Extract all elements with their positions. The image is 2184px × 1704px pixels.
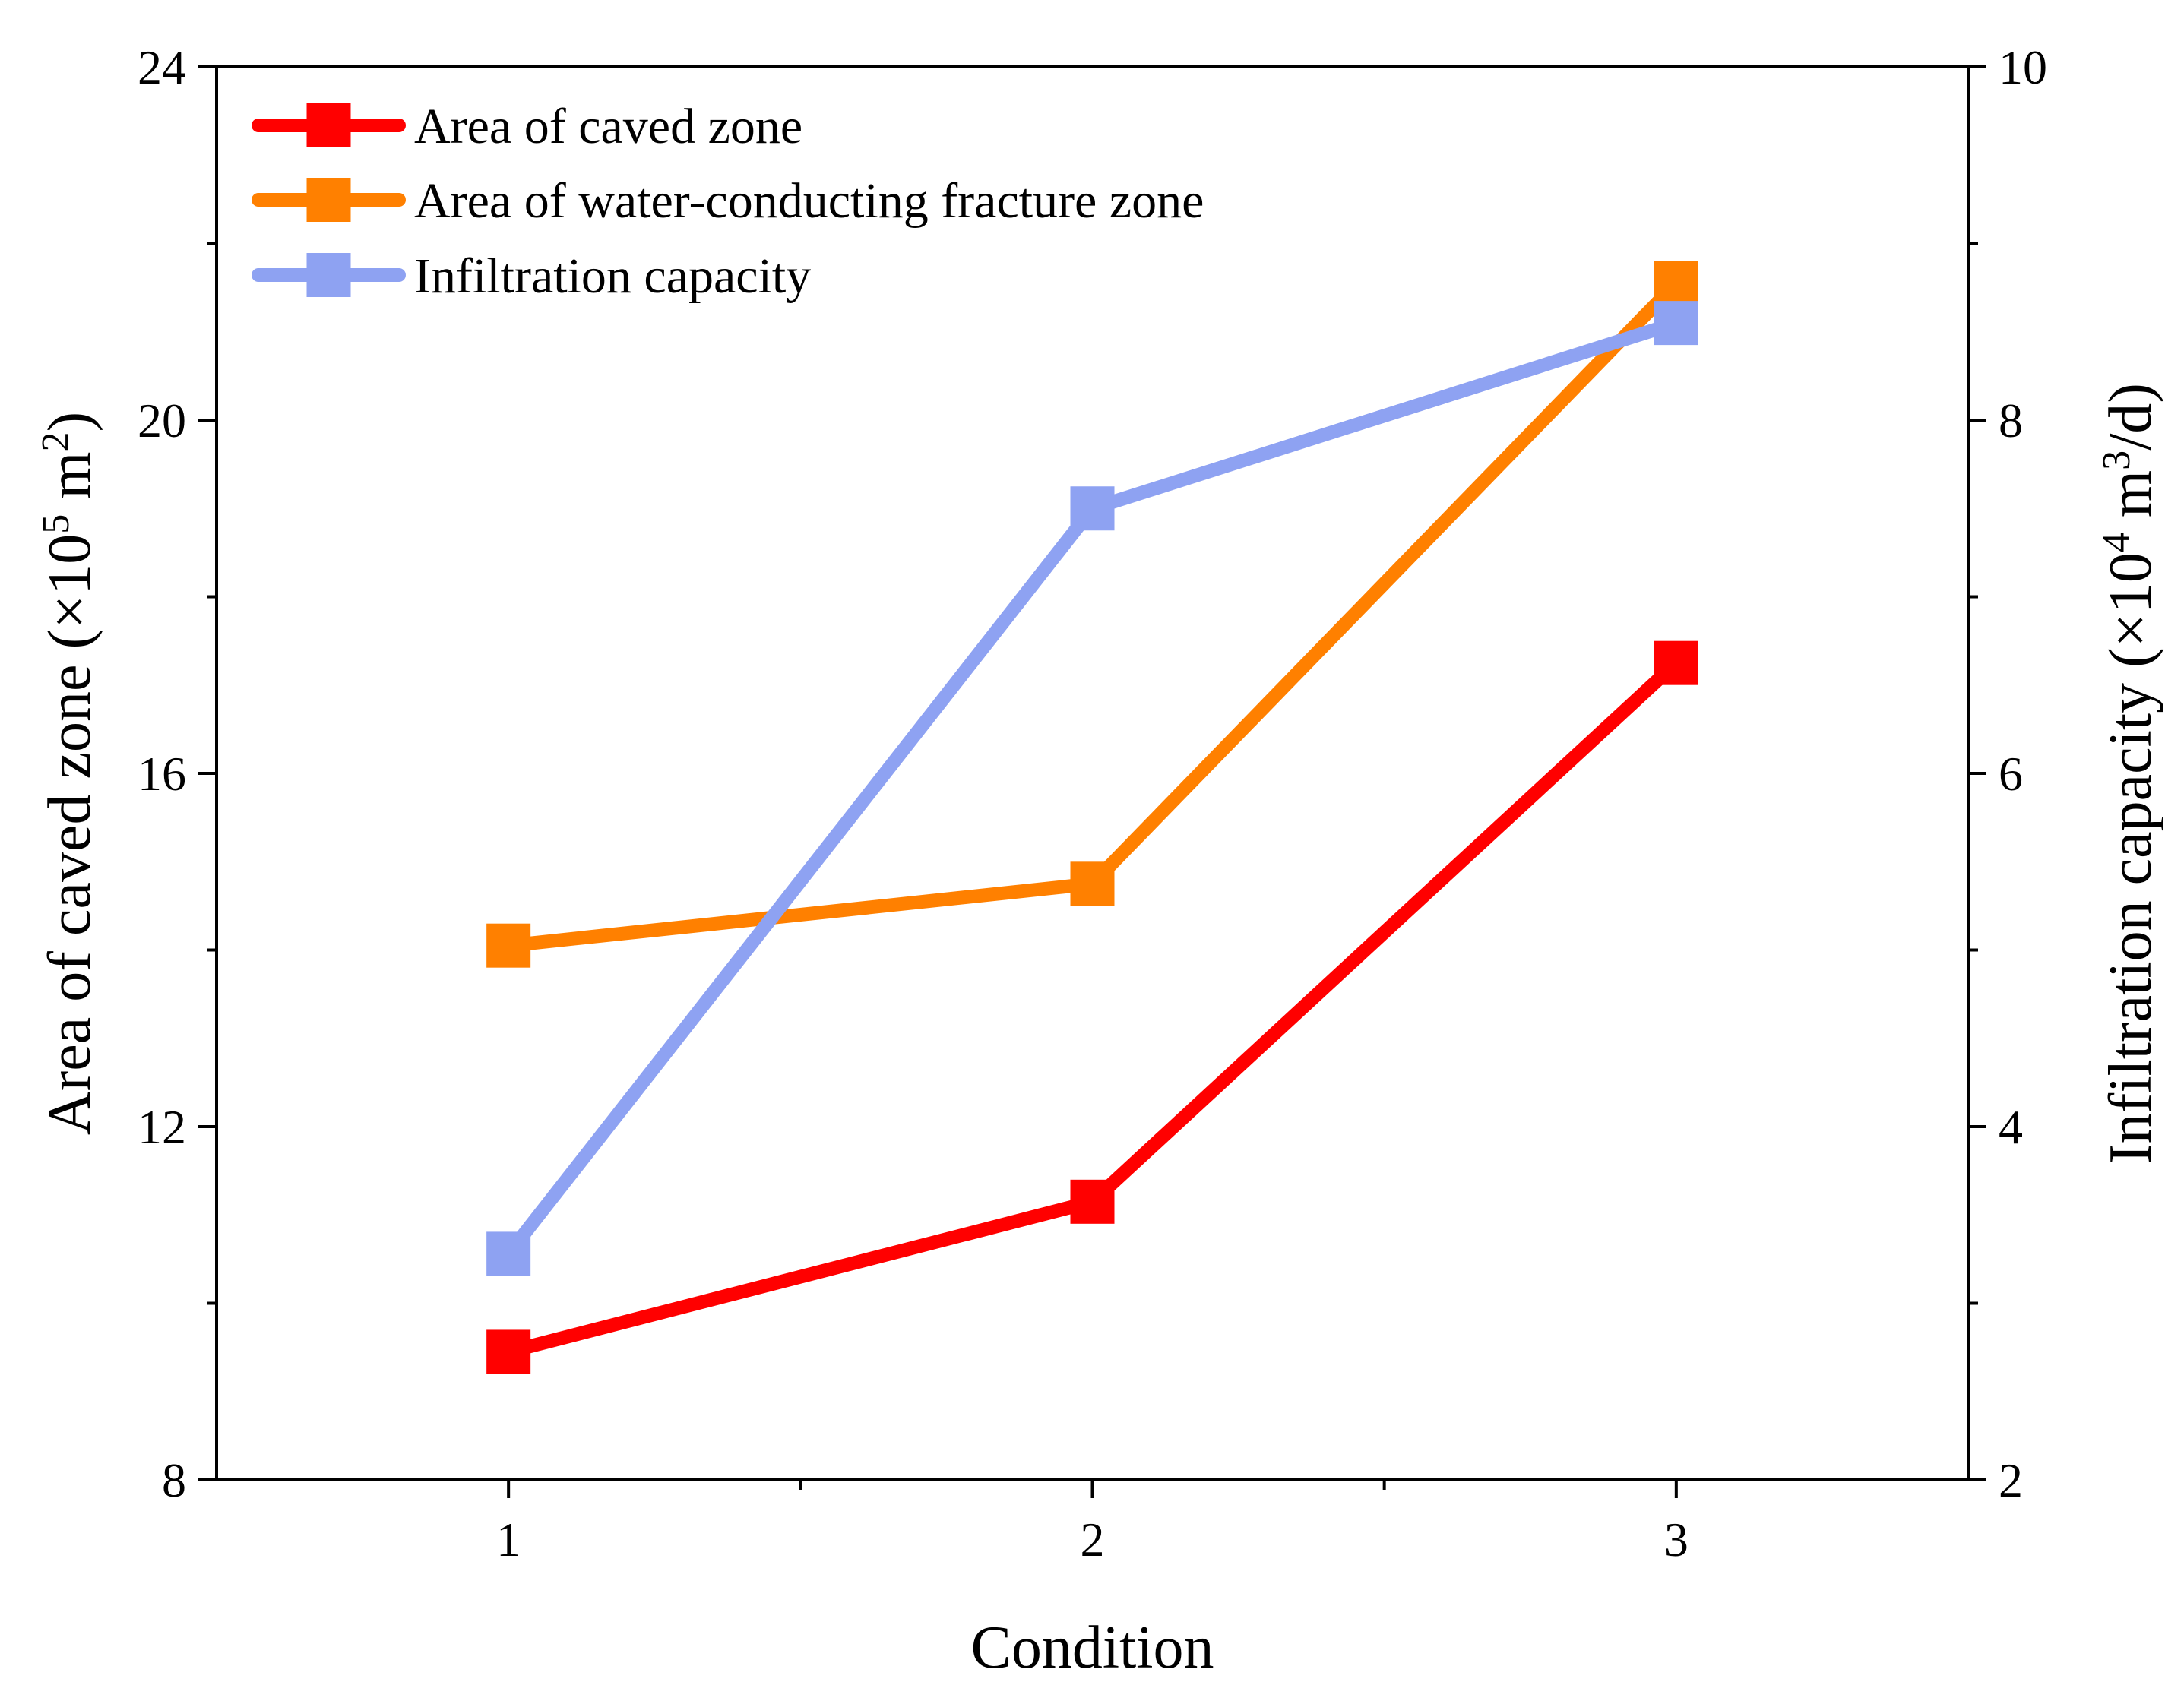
legend-swatch-marker [306, 253, 351, 297]
series-line [506, 658, 1681, 1359]
y-left-tick-label: 20 [138, 394, 186, 447]
y-axis-left-title: Area of caved zone (×105 m2) [34, 412, 104, 1135]
series-layer [486, 261, 1698, 1374]
x-tick-label: 3 [1664, 1513, 1689, 1566]
y-right-tick-label: 10 [1999, 40, 2047, 94]
series-3 [486, 301, 1698, 1276]
series-1 [486, 640, 1698, 1374]
legend-swatch-marker [306, 103, 351, 147]
x-tick-label: 2 [1081, 1513, 1105, 1566]
y-left-tick-label: 12 [138, 1100, 186, 1154]
legend-label: Area of caved zone [414, 99, 802, 154]
y-left-title-main: Area of caved zone (×10 [36, 534, 103, 1135]
y-right-title-end: /d) [2097, 383, 2164, 451]
legend-swatch-marker [306, 178, 351, 222]
data-point [1654, 301, 1698, 346]
y-left-title-sup: 5 [34, 514, 78, 534]
series-2 [486, 261, 1698, 968]
legend-label: Infiltration capacity [414, 248, 811, 304]
data-point [1070, 486, 1115, 531]
data-point [486, 923, 531, 968]
y-right-tick-label: 6 [1999, 747, 2023, 801]
y-axis-right-title: Infiltration capacity (×104 m3/d) [2095, 383, 2165, 1164]
legend-item: Infiltration capacity [252, 248, 811, 304]
legend: Area of caved zone Area of water-conducti… [252, 99, 1204, 304]
data-point [1654, 640, 1698, 685]
y-left-tick-label: 8 [162, 1453, 186, 1507]
y-left-title-mid: m [36, 452, 103, 514]
x-axis-title: Condition [970, 1614, 1214, 1681]
y-right-tick-label: 2 [1999, 1453, 2023, 1507]
x-tick-label: 1 [496, 1513, 521, 1566]
y-left-tick-label: 16 [138, 747, 186, 801]
legend-item: Area of caved zone [252, 99, 802, 154]
data-point [1070, 1179, 1115, 1224]
y-left-title-end: ) [36, 412, 103, 432]
legend-item: Area of water-conducting fracture zone [252, 173, 1204, 229]
legend-label: Area of water-conducting fracture zone [414, 173, 1204, 229]
data-point [486, 1231, 531, 1276]
data-point [1070, 861, 1115, 906]
y-right-tick-label: 8 [1999, 394, 2023, 447]
y-right-tick-label: 4 [1999, 1100, 2023, 1154]
y-right-title-mid: m [2097, 470, 2164, 533]
y-right-title-main: Infiltration capacity (×10 [2097, 552, 2164, 1164]
data-point [1654, 261, 1698, 305]
y-left-title-sup2: 2 [34, 432, 78, 452]
y-right-title-sup2: 3 [2095, 451, 2138, 470]
y-right-title-sup: 4 [2095, 533, 2138, 552]
y-left-tick-label: 24 [138, 40, 186, 94]
data-point [486, 1329, 531, 1374]
